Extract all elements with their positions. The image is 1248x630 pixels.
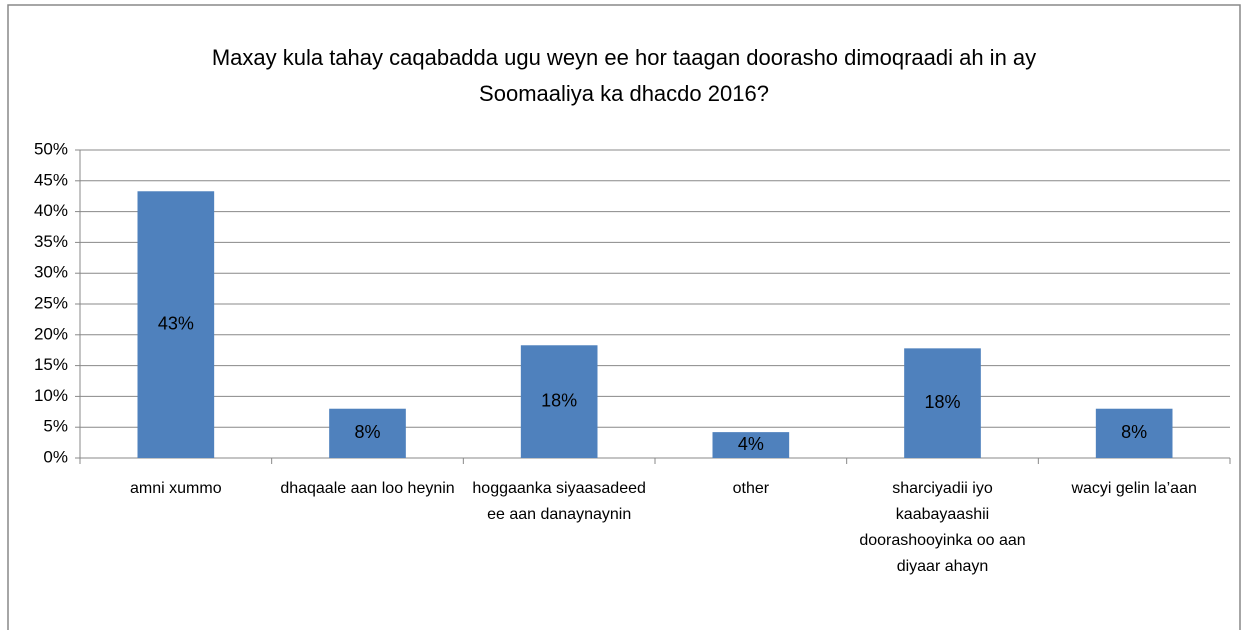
bar — [329, 408, 406, 458]
x-tick-label: wacyi gelin la’aan — [1071, 480, 1197, 497]
data-label: 8% — [1121, 422, 1147, 442]
data-label: 18% — [924, 392, 960, 412]
y-tick-label: 40% — [34, 201, 68, 220]
x-tick-label: dhaqaale aan loo heynin — [280, 480, 455, 497]
data-label: 4% — [738, 434, 764, 454]
y-tick-label: 20% — [34, 324, 68, 343]
x-tick-label: hoggaanka siyaasadeed ee aan danaynaynin — [472, 480, 646, 523]
x-tick-label: other — [732, 480, 770, 497]
chart-title: Maxay kula tahay caqabadda ugu weyn ee h… — [211, 45, 1037, 106]
y-tick-label: 50% — [34, 139, 68, 158]
bar — [712, 432, 790, 458]
bar — [904, 348, 981, 458]
chart-border — [7, 4, 1241, 630]
x-tick-label: amni xummo — [130, 480, 222, 497]
bar — [1095, 408, 1173, 458]
y-tick-label: 15% — [34, 355, 68, 374]
y-tick-label: 5% — [43, 417, 68, 436]
bar — [137, 191, 215, 458]
data-label: 8% — [354, 422, 380, 442]
bar — [520, 345, 598, 458]
x-tick-label: sharciyadii iyo kaabayaashii doorashooyi… — [859, 480, 1026, 575]
y-tick-label: 0% — [43, 447, 68, 466]
y-tick-label: 10% — [34, 386, 68, 405]
y-tick-label: 45% — [34, 170, 68, 189]
data-label: 18% — [541, 390, 577, 410]
y-tick-label: 30% — [34, 263, 68, 282]
y-tick-label: 25% — [34, 293, 68, 312]
data-label: 43% — [158, 313, 194, 333]
y-tick-label: 35% — [34, 232, 68, 251]
